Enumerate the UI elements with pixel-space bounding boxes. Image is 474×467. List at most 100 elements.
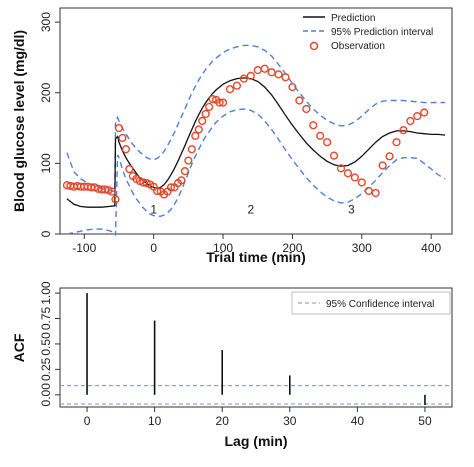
observation-point [406, 116, 415, 126]
acf-legend: 95% Confidence interval [291, 291, 451, 315]
observation-point [111, 195, 120, 204]
observation-point [274, 70, 283, 79]
observation-points [62, 64, 429, 204]
observation-point [153, 186, 162, 196]
glucose-x-tick-label: -100 [72, 241, 96, 255]
observation-point [100, 185, 110, 194]
acf-y-tick-label: 0.25 [39, 357, 53, 381]
acf-y-tick-label: 0.50 [39, 332, 53, 356]
acf-y-ticks: 0.00 0.250.500.75 1.00 [39, 281, 60, 406]
observation-point [357, 178, 366, 187]
observation-point [364, 186, 373, 196]
observation-point [371, 188, 380, 198]
observation-point [201, 109, 210, 119]
glucose-x-tick-label: 0 [150, 241, 157, 255]
acf-y-tick-label: 0.00 [39, 383, 53, 407]
observation-point [114, 123, 124, 133]
glucose-legend: Prediction 95% Prediction interval Obser… [303, 13, 433, 52]
observation-point [239, 74, 248, 83]
trial-annotation: 2 [247, 202, 254, 216]
observation-point [139, 178, 148, 187]
acf-x-tick-label: 0 [84, 414, 91, 428]
observation-point [208, 95, 217, 104]
observation-point [121, 145, 131, 154]
observation-point [260, 64, 269, 73]
observation-point [232, 81, 242, 90]
observation-point [281, 73, 290, 82]
acf-x-axis-label: Lag (min) [225, 433, 288, 449]
observation-point [246, 71, 255, 80]
glucose-y-ticks: 0 100 200 300 [39, 12, 60, 237]
acf-x-ticks: 0 10 20 30 40 50 [84, 407, 432, 428]
observation-point [302, 104, 311, 114]
observation-point [187, 145, 196, 154]
observation-point [392, 138, 401, 147]
legend-observation-label: Observation [331, 41, 385, 52]
observation-point [215, 98, 224, 107]
prediction-line [66, 77, 446, 208]
trial-annotation: 3 [348, 202, 355, 216]
observation-point [180, 167, 189, 176]
observation-point [295, 96, 304, 105]
observation-point [166, 183, 176, 192]
observation-point [225, 85, 235, 94]
trial-annotation: 1 [150, 202, 157, 216]
acf-bars [86, 293, 426, 405]
trial-annotations: 1 2 3 [150, 202, 355, 216]
glucose-x-axis-label: Trial time (min) [206, 249, 306, 265]
confidence-interval-lines [60, 385, 452, 405]
glucose-y-axis-label: Blood glucose level (mg/dl) [11, 30, 27, 212]
glucose-x-tick-label: 300 [352, 241, 372, 255]
acf-legend-box [291, 291, 451, 315]
observation-point [336, 164, 346, 173]
observation-point [184, 156, 193, 165]
observation-point [177, 176, 186, 185]
acf-x-tick-label: 40 [351, 414, 365, 428]
legend-interval-label: 95% Prediction interval [331, 27, 433, 38]
observation-point [288, 82, 297, 92]
acf-plot-frame [59, 287, 453, 408]
glucose-y-tick-label: 0 [39, 230, 53, 237]
acf-x-tick-label: 10 [148, 414, 162, 428]
observation-point [191, 131, 200, 140]
observation-point [198, 116, 207, 126]
acf-x-tick-label: 20 [216, 414, 230, 428]
acf-panel: 0 10 20 30 40 50 0.00 0.250.500.75 1.00 Lag (mi… [11, 281, 453, 449]
glucose-y-tick-label: 200 [39, 82, 53, 102]
glucose-x-ticks: -100 0 100 200 300 400 [72, 234, 442, 255]
legend-ci-label: 95% Confidence interval [326, 299, 434, 310]
observation-point [323, 138, 332, 147]
observation-point [399, 126, 408, 135]
glucose-y-tick-label: 300 [39, 12, 53, 32]
prediction-interval-upper [66, 44, 446, 193]
observation-point [267, 68, 276, 77]
acf-x-tick-label: 30 [283, 414, 297, 428]
observation-point [343, 169, 353, 178]
observation-point [205, 102, 214, 111]
prediction-curve [66, 77, 446, 208]
observation-point [385, 152, 394, 161]
legend-observation-swatch [309, 41, 319, 51]
observation-point [350, 173, 359, 182]
acf-y-tick-label: 0.75 [39, 307, 53, 331]
prediction-interval-lines [66, 44, 446, 236]
observation-point [420, 108, 429, 117]
observation-point [253, 66, 262, 75]
acf-y-axis-label: ACF [11, 333, 27, 362]
observation-point [378, 161, 387, 170]
legend-prediction-label: Prediction [331, 13, 375, 24]
observation-point [194, 125, 203, 134]
glucose-x-tick-label: 100 [213, 241, 233, 255]
glucose-plot-frame [59, 7, 453, 235]
observation-point [125, 164, 134, 174]
observation-point [316, 131, 325, 140]
glucose-x-tick-label: 400 [421, 241, 441, 255]
observation-point [107, 187, 117, 196]
observation-point [413, 111, 422, 121]
glucose-panel: -100 0 100 200 300 400 0 100 200 300 1 2 3 Trial t… [11, 7, 453, 265]
acf-x-tick-label: 50 [418, 414, 432, 428]
observation-point [218, 98, 228, 107]
glucose-x-tick-label: 200 [282, 241, 302, 255]
glucose-y-tick-label: 100 [39, 153, 53, 173]
